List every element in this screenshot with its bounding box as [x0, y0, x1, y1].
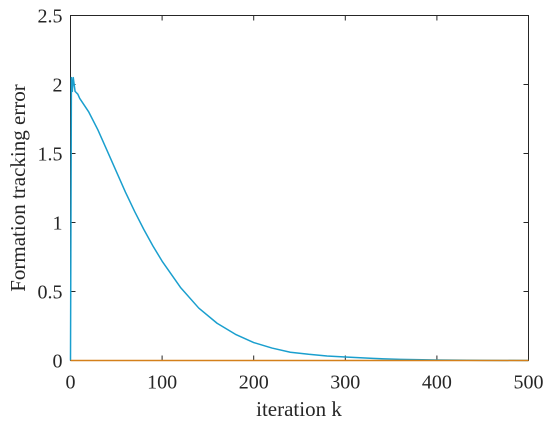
- x-tick-labels: 0 100 200 300 400 500: [66, 372, 544, 394]
- series-line-1: [69, 76, 529, 362]
- y-axis-label: Formation tracking error: [6, 84, 30, 292]
- y-tick-label: 1: [53, 213, 63, 235]
- axis-ticks: [70, 15, 529, 361]
- x-tick-label: 100: [147, 372, 177, 394]
- x-tick-label: 200: [239, 372, 269, 394]
- y-tick-labels: 0 0.5 1 1.5 2 2.5: [38, 6, 63, 373]
- plot-frame: [70, 15, 529, 361]
- y-tick-label: 0.5: [38, 282, 63, 304]
- y-tick-label: 2.5: [38, 6, 63, 28]
- y-tick-label: 0: [53, 351, 63, 373]
- x-tick-label: 300: [330, 372, 360, 394]
- y-tick-label: 2: [53, 75, 63, 97]
- x-tick-label: 0: [66, 372, 76, 394]
- y-tick-label: 1.5: [38, 144, 63, 166]
- series-group: [69, 76, 529, 362]
- x-axis-label: iteration k: [256, 397, 342, 421]
- x-tick-label: 500: [514, 372, 544, 394]
- x-tick-label: 400: [422, 372, 452, 394]
